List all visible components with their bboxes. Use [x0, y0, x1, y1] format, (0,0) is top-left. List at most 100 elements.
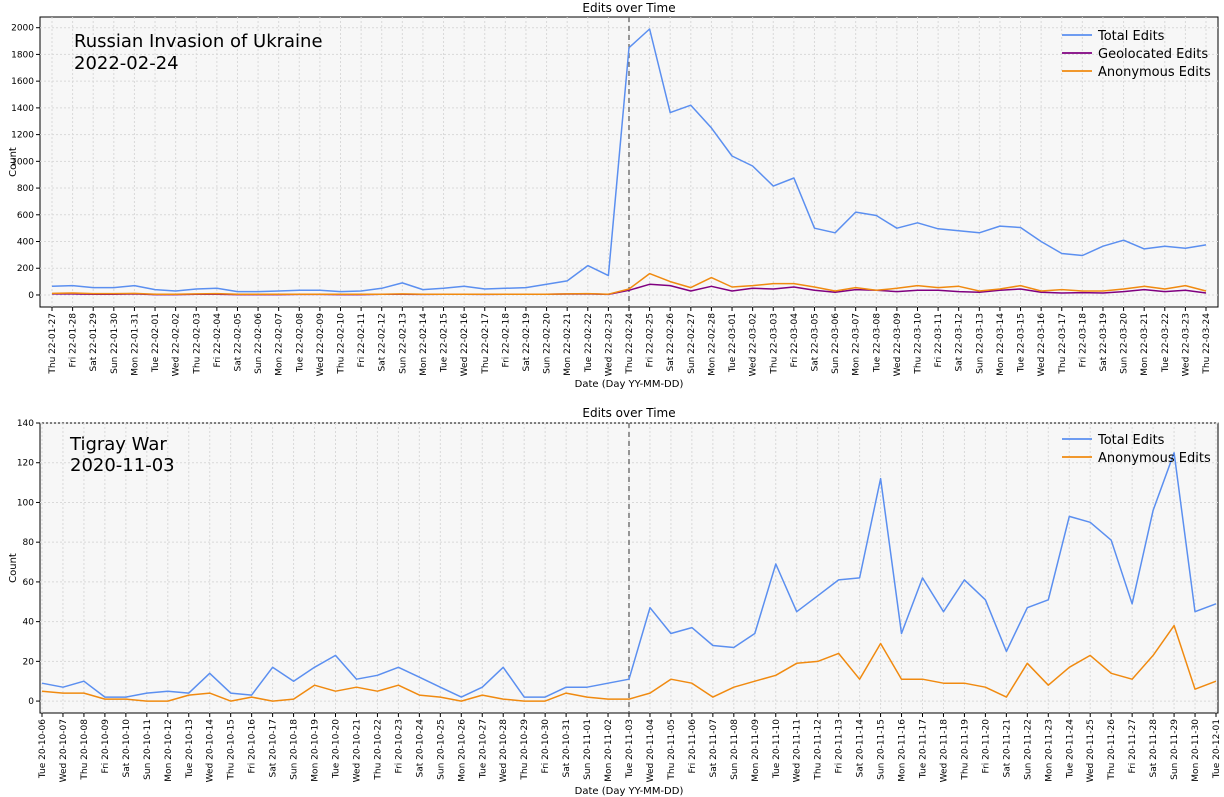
- x-axis-label: Date (Day YY-MM-DD): [575, 786, 684, 797]
- y-axis-label: Count: [8, 147, 19, 177]
- x-tick-label: Thu 20-11-05: [667, 719, 677, 781]
- x-tick-label: Wed 20-11-18: [939, 719, 949, 783]
- x-tick-label: Tue 22-02-22: [584, 313, 594, 373]
- x-tick-label: Sun 22-01-30: [110, 313, 120, 374]
- y-tick-label: 120: [17, 459, 34, 469]
- x-tick-label: Thu 22-02-24: [625, 313, 635, 375]
- x-tick-label: Tue 20-11-03: [625, 719, 635, 779]
- x-tick-label: Thu 20-10-08: [80, 719, 90, 781]
- y-axis-ticks: 0 200 400 600 800 1000 1200 1400 1600 1800 2000: [11, 24, 40, 301]
- x-tick-label: Wed 22-02-02: [172, 313, 182, 376]
- x-tick-label: Thu 22-02-10: [337, 313, 347, 375]
- x-tick-label: Fri 20-11-27: [1128, 719, 1138, 773]
- y-tick-label: 140: [17, 419, 34, 429]
- x-tick-label: Tue 22-02-15: [440, 313, 450, 373]
- chart-ukraine: 0 200 400 600 800 1000 1200 1400 1600 1800 2000 Th…: [8, 1, 1219, 390]
- legend: Total Edits Geolocated Edits Anonymous Edi…: [1062, 29, 1211, 80]
- y-axis-label: Count: [8, 553, 19, 583]
- x-tick-label: Sat 20-11-14: [856, 719, 866, 778]
- x-tick-label: Thu 22-03-03: [769, 313, 779, 375]
- legend-label: Geolocated Edits: [1098, 47, 1208, 62]
- y-tick-label: 800: [17, 184, 34, 194]
- x-tick-label: Sat 20-10-17: [269, 719, 279, 777]
- x-tick-label: Mon 20-11-23: [1044, 719, 1054, 782]
- series-lines: [41, 452, 1217, 702]
- x-tick-label: Thu 20-10-29: [520, 719, 530, 781]
- x-tick-label: Mon 20-10-19: [311, 719, 321, 782]
- x-tick-label: Sun 20-11-08: [730, 719, 740, 780]
- y-tick-label: 1400: [11, 104, 34, 114]
- x-tick-label: Tue 20-11-17: [919, 719, 929, 779]
- x-tick-label: Mon 20-11-02: [604, 719, 614, 782]
- series-lines: [51, 28, 1207, 296]
- x-tick-label: Tue 22-03-15: [1017, 313, 1027, 373]
- x-tick-label: Tue 22-03-01: [728, 313, 738, 373]
- x-tick-label: Sun 20-11-22: [1023, 719, 1033, 780]
- x-tick-label: Wed 20-11-25: [1086, 719, 1096, 782]
- event-name: Tigray War: [69, 434, 167, 455]
- x-axis-ticks: Tue 20-10-06 Wed 20-10-07 Thu 20-10-08 Fri …: [38, 713, 1222, 782]
- x-tick-label: Thu 20-11-19: [960, 719, 970, 781]
- legend-label: Anonymous Edits: [1098, 451, 1211, 466]
- x-tick-label: Sat 20-11-21: [1002, 719, 1012, 777]
- x-tick-label: Sun 20-10-18: [290, 719, 300, 780]
- x-tick-label: Sun 22-02-20: [543, 313, 553, 374]
- x-tick-label: Sun 20-11-01: [583, 719, 593, 780]
- x-tick-label: Sat 22-02-19: [522, 313, 532, 372]
- y-tick-label: 80: [23, 538, 35, 548]
- event-date: 2022-02-24: [74, 53, 179, 74]
- y-tick-label: 20: [23, 657, 35, 667]
- x-tick-label: Mon 22-02-14: [419, 313, 429, 376]
- y-tick-label: 1600: [11, 77, 34, 87]
- legend-label: Total Edits: [1097, 433, 1165, 448]
- event-date: 2020-11-03: [70, 455, 175, 476]
- x-tick-label: Thu 22-03-24: [1202, 313, 1212, 375]
- x-tick-label: Sat 22-03-05: [810, 313, 820, 371]
- legend: Total Edits Anonymous Edits: [1062, 433, 1211, 466]
- x-tick-label: Mon 20-11-09: [751, 719, 761, 782]
- x-axis-label: Date (Day YY-MM-DD): [575, 379, 684, 390]
- x-tick-label: Sat 22-01-29: [89, 313, 99, 372]
- x-tick-label: Fri 20-10-09: [101, 719, 111, 774]
- x-tick-label: Sun 22-02-27: [687, 313, 697, 374]
- x-tick-label: Thu 20-11-12: [814, 719, 824, 781]
- x-tick-label: Tue 20-11-24: [1065, 719, 1075, 779]
- x-tick-label: Fri 22-02-25: [646, 313, 656, 367]
- y-tick-label: 1000: [11, 157, 34, 167]
- y-tick-label: 1800: [11, 50, 34, 60]
- x-tick-label: Fri 20-10-23: [394, 719, 404, 773]
- y-axis-ticks: 0 20 40 60 80 100 120 140: [17, 419, 40, 707]
- chart-tigray: 0 20 40 60 80 100 120 140 Tue 20-10-06 Wed 20-10…: [8, 406, 1222, 797]
- series-line-total-edits: [51, 28, 1207, 293]
- x-tick-label: Sat 20-11-07: [709, 719, 719, 777]
- x-tick-label: Wed 20-10-28: [499, 719, 509, 783]
- x-tick-label: Sun 22-03-06: [831, 313, 841, 374]
- x-tick-label: Thu 22-03-10: [914, 313, 924, 375]
- x-tick-label: Sun 22-02-13: [398, 313, 408, 374]
- x-tick-label: Sun 20-10-25: [436, 719, 446, 780]
- x-tick-label: Fri 22-02-11: [357, 313, 367, 367]
- y-tick-label: 60: [23, 578, 35, 588]
- x-tick-label: Mon 20-10-26: [457, 719, 467, 782]
- x-tick-label: Wed 22-03-23: [1181, 313, 1191, 376]
- x-tick-label: Wed 20-10-14: [206, 719, 216, 783]
- x-tick-label: Wed 22-02-09: [316, 313, 326, 377]
- x-tick-label: Sat 22-02-05: [233, 313, 243, 371]
- y-tick-label: 0: [28, 291, 34, 301]
- x-tick-label: Sun 20-11-15: [877, 719, 887, 780]
- x-tick-label: Fri 22-03-18: [1078, 313, 1088, 368]
- x-tick-label: Fri 22-01-28: [69, 313, 79, 368]
- legend-label: Total Edits: [1097, 29, 1165, 44]
- x-tick-label: Fri 20-10-30: [541, 719, 551, 774]
- y-tick-label: 2000: [11, 24, 34, 34]
- x-tick-label: Thu 22-03-17: [1058, 313, 1068, 375]
- x-tick-label: Thu 22-01-27: [48, 313, 58, 375]
- y-tick-label: 0: [28, 697, 34, 707]
- x-tick-label: Fri 20-10-16: [248, 719, 258, 774]
- x-tick-label: Sun 22-02-06: [254, 313, 264, 374]
- x-tick-label: Sat 20-10-10: [122, 719, 132, 778]
- x-tick-label: Tue 20-10-06: [38, 719, 48, 779]
- x-tick-label: Mon 22-02-28: [707, 313, 717, 376]
- x-tick-label: Sat 20-10-24: [415, 719, 425, 778]
- x-tick-label: Sat 22-02-12: [378, 313, 388, 371]
